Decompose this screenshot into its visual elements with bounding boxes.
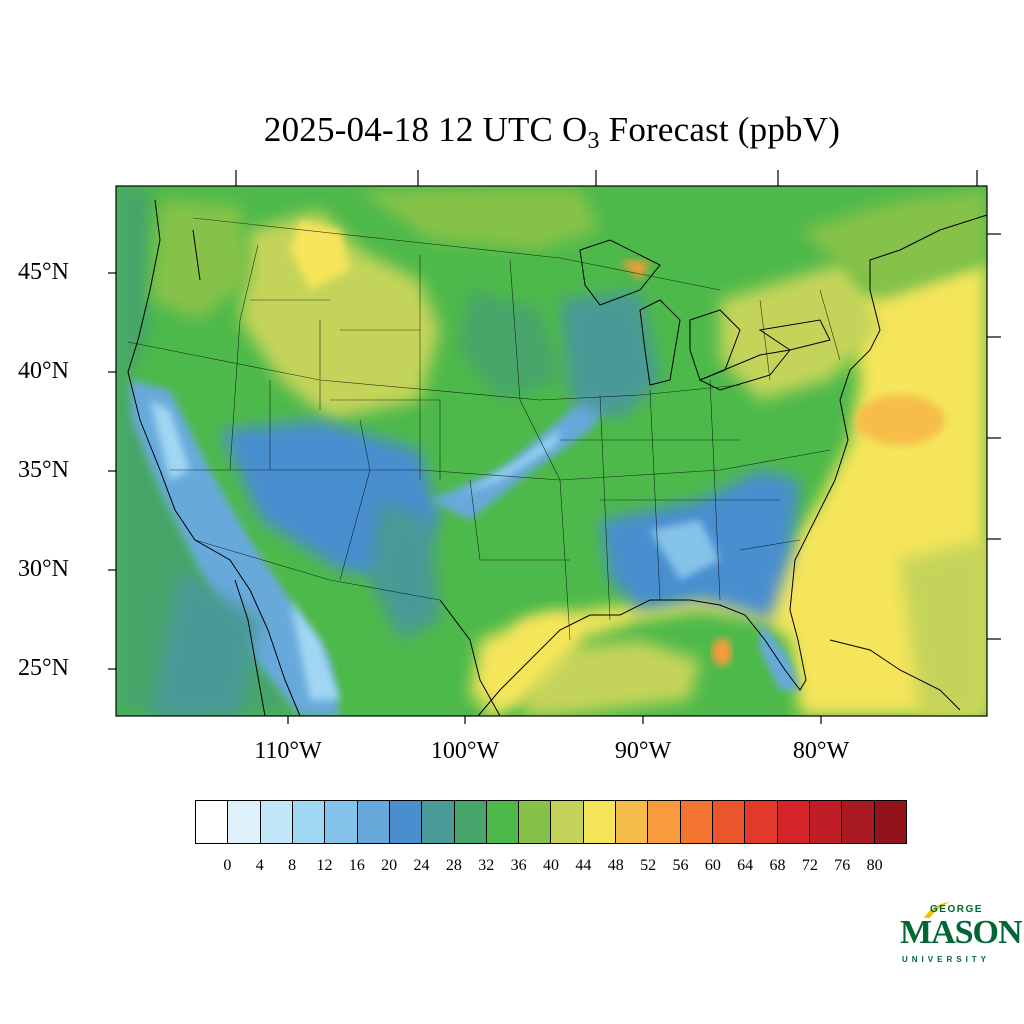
colorbar-swatch bbox=[842, 801, 875, 843]
colorbar-tick-label: 32 bbox=[478, 857, 495, 874]
lat-label-30n: 30°N bbox=[18, 556, 69, 582]
logo-george-text: GEORGE bbox=[930, 904, 983, 915]
colorbar-tick-label: 24 bbox=[413, 857, 430, 874]
colorbar-swatch bbox=[648, 801, 681, 843]
colorbar-swatch bbox=[325, 801, 358, 843]
map-frame bbox=[115, 185, 988, 717]
lon-label-100w: 100°W bbox=[430, 738, 500, 764]
colorbar-tick-label: 20 bbox=[381, 857, 398, 874]
colorbar-tick-label: 68 bbox=[769, 857, 786, 874]
colorbar-swatch bbox=[260, 801, 293, 843]
colorbar-tick-label: 72 bbox=[801, 857, 818, 874]
colorbar-labels: 0 4 8 12 16 20 24 28 32 36 40 44 48 52 56 60 64 68 72 76 80 bbox=[0, 857, 1024, 877]
colorbar-swatch bbox=[228, 801, 261, 843]
colorbar-tick-label: 40 bbox=[543, 857, 559, 874]
colorbar-swatch bbox=[713, 801, 746, 843]
colorbar-swatch bbox=[292, 801, 326, 843]
colorbar-tick-label: 80 bbox=[866, 857, 883, 874]
colorbar-swatch bbox=[357, 801, 390, 843]
colorbar-tick-label: 60 bbox=[704, 857, 721, 874]
colorbar-swatch bbox=[583, 801, 617, 843]
colorbar-swatch bbox=[486, 801, 520, 843]
colorbar-swatch bbox=[616, 801, 649, 843]
logo-university-text: UNIVERSITY bbox=[902, 955, 991, 964]
lon-label-80w: 80°W bbox=[792, 738, 850, 764]
colorbar-swatch bbox=[551, 801, 584, 843]
colorbar-tick-label: 12 bbox=[316, 857, 333, 874]
lon-label-90w: 90°W bbox=[614, 738, 672, 764]
colorbar-tick-label: 56 bbox=[672, 857, 689, 874]
colorbar-tick-label: 44 bbox=[575, 857, 592, 874]
colorbar-swatch bbox=[196, 801, 229, 843]
gmu-logo: GEORGE MASON UNIVERSITY bbox=[896, 898, 1023, 970]
logo-mason-text: MASON bbox=[900, 914, 1023, 951]
logo-swoosh-icon bbox=[924, 902, 950, 918]
colorbar-swatch bbox=[874, 801, 906, 843]
lat-label-35n: 35°N bbox=[18, 457, 69, 483]
lon-label-110w: 110°W bbox=[254, 738, 322, 764]
colorbar-swatch bbox=[777, 801, 810, 843]
colorbar-tick-label: 0 bbox=[223, 857, 232, 874]
colorbar-tick-label: 48 bbox=[607, 857, 624, 874]
lat-label-40n: 40°N bbox=[18, 358, 69, 384]
colorbar bbox=[195, 800, 907, 844]
colorbar-tick-label: 76 bbox=[834, 857, 851, 874]
colorbar-tick-label: 8 bbox=[288, 857, 297, 874]
ozone-field bbox=[116, 186, 987, 716]
state-borders bbox=[127, 217, 841, 641]
colorbar-swatch bbox=[809, 801, 843, 843]
colorbar-swatch bbox=[680, 801, 713, 843]
colorbar-swatch bbox=[519, 801, 552, 843]
colorbar-tick-label: 36 bbox=[510, 857, 527, 874]
colorbar-tick-label: 28 bbox=[445, 857, 462, 874]
colorbar-tick-label: 4 bbox=[255, 857, 264, 874]
colorbar-swatch bbox=[422, 801, 455, 843]
axis-ticks bbox=[108, 170, 1001, 724]
lat-label-45n: 45°N bbox=[18, 259, 69, 285]
colorbar-tick-label: 52 bbox=[640, 857, 657, 874]
colorbar-swatch bbox=[745, 801, 778, 843]
colorbar-swatch bbox=[389, 801, 423, 843]
colorbar-tick-label: 16 bbox=[348, 857, 365, 874]
colorbar-swatch bbox=[454, 801, 487, 843]
colorbar-tick-label: 64 bbox=[737, 857, 754, 874]
map-title: 2025-04-18 12 UTC O3 Forecast (ppbV) bbox=[263, 110, 841, 154]
coastlines bbox=[127, 199, 988, 717]
lat-label-25n: 25°N bbox=[18, 655, 69, 681]
